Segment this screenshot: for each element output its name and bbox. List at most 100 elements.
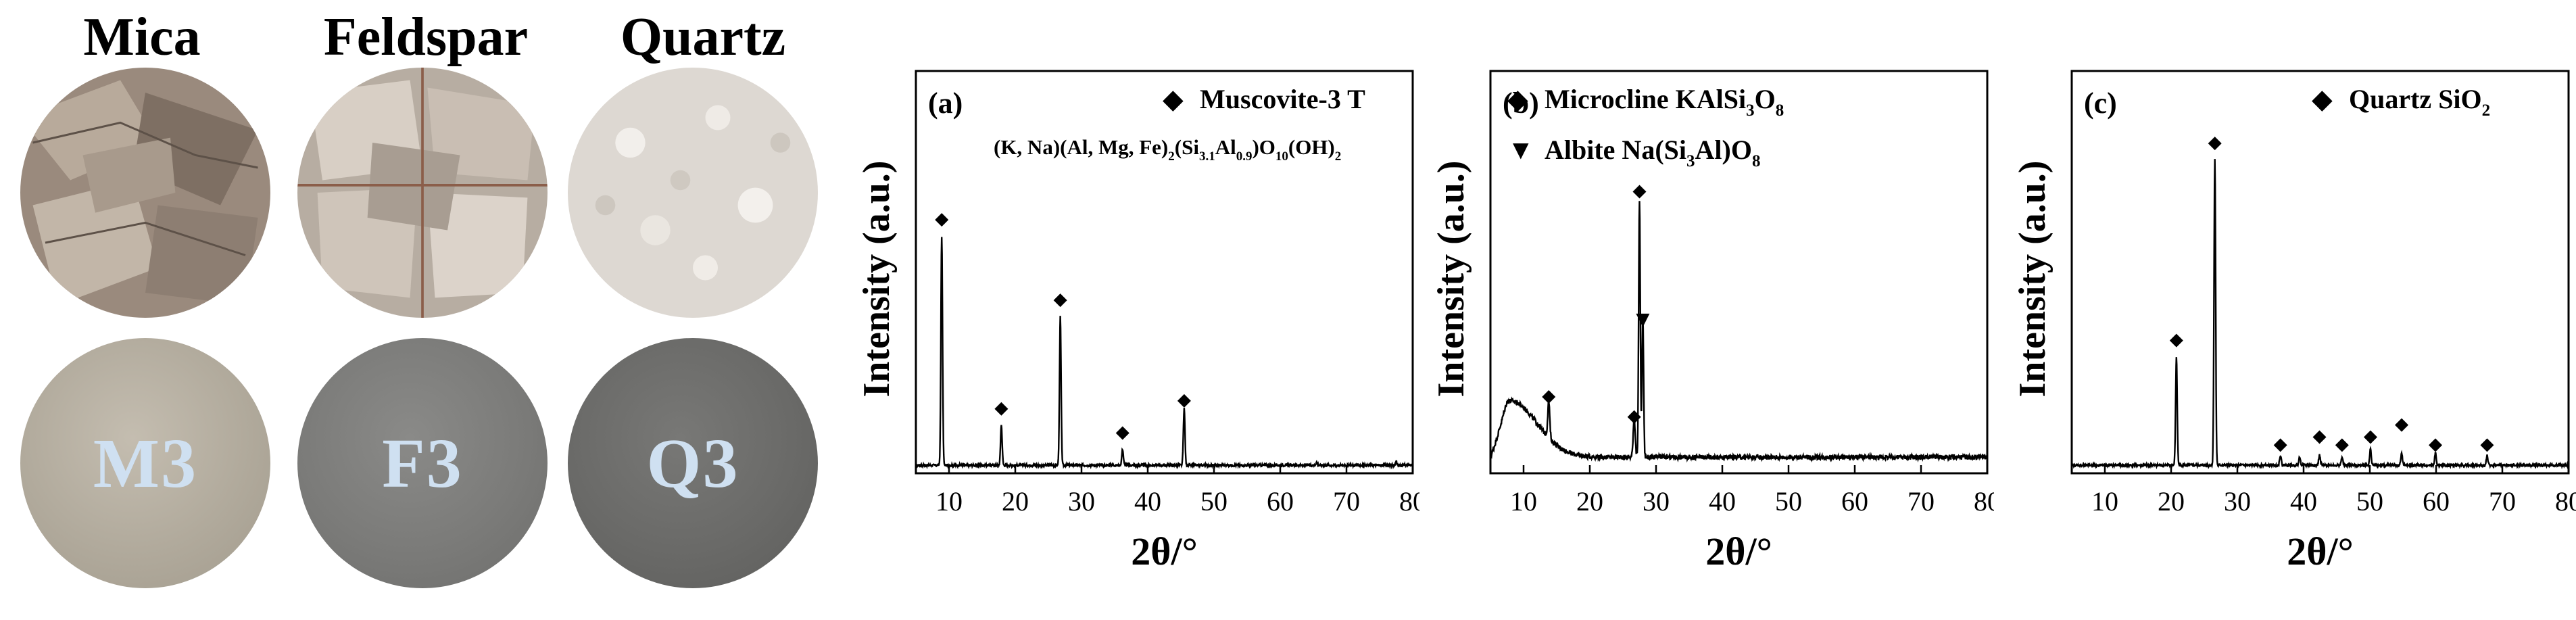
y-axis-label: Intensity (a.u.)	[2012, 160, 2053, 397]
x-tick-label: 10	[2091, 486, 2118, 517]
peak-marker-diamond	[935, 213, 949, 227]
peak-marker-diamond	[1627, 410, 1641, 424]
legend-marker: ▼	[1507, 135, 1534, 165]
legend-label-part: 2	[2482, 101, 2491, 120]
x-tick-label: 60	[1841, 486, 1868, 517]
plot-frame	[1489, 70, 1989, 475]
y-axis-label: Intensity (a.u.)	[856, 160, 898, 397]
x-tick-label: 60	[2423, 486, 2450, 517]
xrd-chart-c: 10 20 30 40 50 60 70 80 2θ/° Intensity (a.u.) (c) ◆…	[2012, 70, 2576, 573]
peak-marker-diamond	[2208, 137, 2222, 151]
x-tick-label: 40	[1709, 486, 1736, 517]
x-tick-label: 10	[1510, 486, 1537, 517]
header-quartz: Quartz	[620, 7, 786, 67]
legend-label-part: Microcline KAlSi	[1545, 84, 1746, 114]
peak-marker-diamond	[2169, 333, 2183, 348]
feldspar-powder-photo: F3	[297, 338, 548, 588]
x-tick-label: 20	[1002, 486, 1029, 517]
mineral-formula-part: 3.1	[1199, 149, 1215, 164]
mineral-formula-part: 2	[1335, 149, 1342, 164]
legend-marker: ◆	[1507, 84, 1528, 114]
mica-powder-photo: M3	[20, 338, 270, 588]
legend-label-part: Quartz SiO	[2349, 84, 2482, 114]
peak-marker-diamond	[2273, 438, 2287, 452]
x-tick-label: 40	[2290, 486, 2317, 517]
header-feldspar: Feldspar	[323, 7, 529, 67]
xrd-chart-a: 10 20 30 40 50 60 70 80 2θ/° Intensity (a.u.) (a) ◆…	[856, 70, 1419, 573]
legend-entry: ◆ Microcline KAlSi3O8	[1507, 84, 1784, 120]
peak-marker-diamond	[2363, 430, 2377, 444]
peak-marker-diamond	[1632, 185, 1647, 199]
peak-marker-diamond	[1542, 389, 1556, 404]
peak-marker-diamond	[2335, 438, 2349, 452]
peak-marker-diamond	[994, 402, 1008, 416]
mineral-formula-part: )O	[1252, 135, 1275, 159]
legend-marker: ◆	[1163, 84, 1184, 114]
mineral-formula-part: (Si	[1175, 135, 1200, 159]
mineral-formula-part: 10	[1275, 149, 1288, 164]
y-axis-label: Intensity (a.u.)	[1430, 160, 1472, 397]
x-tick-label: 10	[935, 486, 963, 517]
xrd-trace	[915, 237, 1413, 470]
peak-marker-diamond	[1177, 394, 1191, 408]
x-tick-label: 60	[1267, 486, 1294, 517]
xrd-trace	[1489, 201, 1989, 463]
legend-label: Quartz SiO2	[2349, 84, 2490, 120]
x-tick-label: 50	[1775, 486, 1802, 517]
x-tick-label: 40	[1134, 486, 1161, 517]
legend-label-part: Al)O	[1695, 135, 1752, 165]
mineral-formula-part: 0.9	[1236, 149, 1253, 164]
legend-label: Albite Na(Si3Al)O8	[1545, 135, 1760, 170]
peak-marker-diamond	[2312, 430, 2327, 444]
x-axis-label: 2θ/°	[1131, 529, 1198, 573]
x-tick-label: 80	[2555, 486, 2576, 517]
x-tick-label: 70	[2489, 486, 2516, 517]
x-tick-label: 70	[1333, 486, 1360, 517]
xrd-chart-b: 10 20 30 40 50 60 70 80 2θ/° Intensity (a.u.) (b)◆…	[1430, 70, 1994, 573]
header-mica: Mica	[83, 7, 201, 67]
x-tick-label: 50	[2356, 486, 2383, 517]
powder-label-m3: M3	[93, 424, 198, 502]
feldspar-rock-photo	[297, 68, 548, 318]
panel-label: (a)	[928, 87, 963, 120]
panel-label: (b)	[1503, 87, 1539, 120]
mineral-formula: (K, Na)(Al, Mg, Fe)2(Si3.1Al0.9)O10(OH)2	[994, 135, 1341, 164]
plot-frame	[915, 70, 1414, 475]
legend-label-part: O	[1755, 84, 1776, 114]
legend-entry: ◆ Muscovite-3 T	[1163, 84, 1365, 114]
mineral-formula-part: Al	[1215, 135, 1236, 159]
legend-label-part: Albite Na(Si	[1545, 135, 1686, 165]
legend-label-part: 8	[1752, 152, 1761, 170]
legend-label-part: 8	[1776, 101, 1784, 120]
panel-label: (c)	[2084, 87, 2117, 120]
x-tick-label: 80	[1974, 486, 1994, 517]
quartz-rock-photo	[568, 68, 818, 318]
x-tick-label: 30	[1068, 486, 1095, 517]
legend-label: Muscovite-3 T	[1200, 84, 1365, 114]
peak-marker-diamond	[2480, 438, 2494, 452]
x-tick-label: 30	[2224, 486, 2251, 517]
mineral-formula-part: (K, Na)(Al, Mg, Fe)	[994, 135, 1168, 159]
x-tick-label: 20	[1576, 486, 1603, 517]
legend-label-part: 3	[1686, 152, 1695, 170]
mineral-formula-part: (OH)	[1288, 135, 1335, 159]
x-tick-label: 30	[1643, 486, 1670, 517]
legend-marker: ◆	[2312, 84, 2333, 114]
peak-marker-triangle	[1636, 313, 1650, 327]
x-tick-label: 70	[1907, 486, 1935, 517]
peak-marker-diamond	[2395, 418, 2409, 432]
peak-marker-diamond	[2429, 438, 2443, 452]
legend-entry: ▼ Albite Na(Si3Al)O8	[1507, 135, 1760, 170]
legend-label-part: 3	[1746, 101, 1755, 120]
mica-rock-photo	[20, 68, 270, 318]
x-tick-label: 50	[1200, 486, 1228, 517]
powder-label-f3: F3	[382, 424, 463, 502]
plot-frame	[2070, 70, 2570, 475]
x-axis-label: 2θ/°	[2287, 529, 2354, 573]
peak-marker-diamond	[1115, 426, 1129, 440]
legend-entry: ◆ Quartz SiO2	[2312, 84, 2490, 120]
powder-label-q3: Q3	[646, 424, 739, 502]
x-tick-label: 80	[1399, 486, 1419, 517]
xrd-trace	[2071, 159, 2569, 470]
